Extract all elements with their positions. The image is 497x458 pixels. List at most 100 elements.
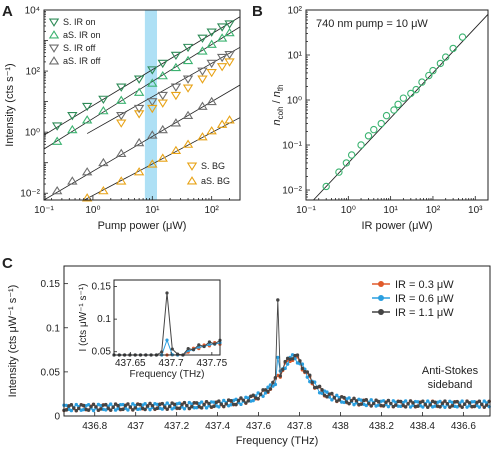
x-tick-label: 10¹ bbox=[383, 205, 398, 216]
y-tick-label: 10⁻² bbox=[282, 186, 302, 197]
data-point bbox=[147, 104, 158, 114]
data-point bbox=[147, 78, 158, 87]
data-point bbox=[322, 182, 330, 191]
spectra bbox=[62, 298, 491, 413]
data-point bbox=[170, 51, 182, 61]
data-point bbox=[418, 78, 426, 86]
data-point bbox=[224, 50, 235, 60]
panel-b-chart: 10⁻¹ 10⁰ 10¹ 10² 10³ 10⁻² 10⁻¹ 10⁰ 10¹ 10² 740 nm… bbox=[271, 6, 489, 232]
data-point bbox=[170, 145, 182, 155]
x-tick-label: 438.2 bbox=[369, 421, 394, 432]
y-tick-label: 0.05 bbox=[92, 347, 112, 358]
y-tick-label: 0.1 bbox=[46, 323, 60, 334]
data-point bbox=[197, 34, 208, 43]
data-point bbox=[458, 33, 467, 41]
y-tick-label: 0.15 bbox=[41, 279, 61, 290]
data-point bbox=[116, 148, 127, 157]
data-point bbox=[98, 95, 109, 105]
panel-label-a: A bbox=[2, 3, 13, 20]
legend-label: aS. BG bbox=[201, 176, 230, 186]
x-tick-label: 438 bbox=[332, 421, 349, 432]
data-point bbox=[133, 167, 145, 176]
y-tick-label: 10¹ bbox=[288, 51, 303, 62]
data-point bbox=[216, 63, 228, 72]
y-tick-label: 10² bbox=[288, 6, 303, 17]
x-tick-label: 10⁻¹ bbox=[296, 205, 316, 216]
x-tick-label: 436.8 bbox=[82, 421, 107, 432]
data-point bbox=[206, 28, 217, 37]
data-point bbox=[429, 66, 437, 75]
data-point bbox=[157, 70, 168, 80]
data-point bbox=[116, 112, 127, 121]
data-point bbox=[147, 66, 158, 75]
panel-a-chart: 10⁻¹ 10⁰ 10¹ 10² 10⁻² 10⁰ 10² 10⁴ S. IR on aS. I… bbox=[4, 6, 241, 232]
data-point bbox=[206, 96, 217, 106]
data-point bbox=[206, 59, 217, 69]
x-tick-label: 10¹ bbox=[145, 205, 160, 216]
panel-label-c: C bbox=[2, 255, 13, 272]
legend-marker bbox=[378, 295, 384, 301]
data-point bbox=[216, 33, 228, 42]
annotation: 740 nm pump = 10 μW bbox=[316, 18, 428, 30]
data-point bbox=[147, 159, 158, 168]
data-point bbox=[342, 159, 351, 167]
data-point bbox=[370, 125, 378, 134]
data-point bbox=[165, 291, 169, 295]
data-point bbox=[147, 98, 158, 107]
x-axis-label: Frequency (THz) bbox=[236, 435, 319, 447]
legend-marker bbox=[378, 309, 384, 315]
data-point bbox=[335, 168, 343, 176]
x-tick-label: 10⁻¹ bbox=[34, 205, 54, 216]
y-tick-label: 10² bbox=[26, 67, 41, 78]
data-point bbox=[170, 83, 182, 92]
data-point bbox=[170, 91, 182, 101]
data-point bbox=[157, 153, 168, 162]
data-point bbox=[133, 104, 145, 114]
data-point bbox=[197, 132, 208, 141]
data-point bbox=[224, 20, 235, 29]
data-point bbox=[116, 83, 127, 92]
data-point bbox=[81, 102, 93, 112]
data-point bbox=[197, 46, 208, 55]
data-point bbox=[197, 101, 208, 110]
data-point bbox=[81, 193, 93, 202]
annotation-line1: Anti-Stokes bbox=[422, 365, 479, 377]
legend-label: aS. IR on bbox=[63, 30, 101, 40]
data-point bbox=[449, 44, 457, 53]
x-tick-label: 437.65 bbox=[115, 358, 146, 369]
y-tick-label: 0 bbox=[54, 412, 60, 423]
data-point bbox=[357, 141, 365, 149]
x-tick-label: 10³ bbox=[468, 205, 483, 216]
y-tick-label: 10⁰ bbox=[287, 96, 302, 107]
data-point bbox=[206, 68, 217, 78]
data-point bbox=[182, 139, 194, 148]
y-label-n2: n bbox=[271, 91, 283, 97]
data-point bbox=[81, 115, 93, 124]
x-tick-label: 438.4 bbox=[410, 421, 435, 432]
data-point bbox=[182, 43, 194, 53]
x-tick-label: 437.2 bbox=[164, 421, 189, 432]
x-tick-label: 437.4 bbox=[205, 421, 230, 432]
x-tick-label: 437.7 bbox=[159, 358, 184, 369]
legend-label: IR = 0.6 μW bbox=[395, 293, 454, 305]
data-point bbox=[48, 18, 60, 27]
data-point bbox=[182, 84, 194, 93]
data-point bbox=[390, 106, 398, 114]
x-axis-label: IR power (μW) bbox=[361, 220, 432, 232]
data-point bbox=[182, 55, 194, 65]
data-point bbox=[116, 119, 127, 128]
fit-line bbox=[313, 14, 488, 200]
data-point bbox=[51, 122, 63, 131]
legend: S. IR on aS. IR on S. IR off aS. IR off S. B… bbox=[48, 17, 230, 186]
data-point bbox=[182, 110, 194, 120]
data-point bbox=[133, 137, 145, 147]
x-tick-label: 10⁰ bbox=[85, 205, 100, 216]
data-point bbox=[157, 91, 168, 101]
data-point bbox=[394, 100, 402, 109]
data-point bbox=[48, 30, 60, 39]
panel-c-chart: 436.8 437 437.2 437.4 437.6 437.8 438 438.2 438.… bbox=[7, 265, 491, 447]
x-tick-label: 437.6 bbox=[246, 421, 271, 432]
data-point bbox=[364, 132, 373, 140]
series-line bbox=[63, 299, 490, 412]
fit-lines bbox=[313, 14, 488, 200]
